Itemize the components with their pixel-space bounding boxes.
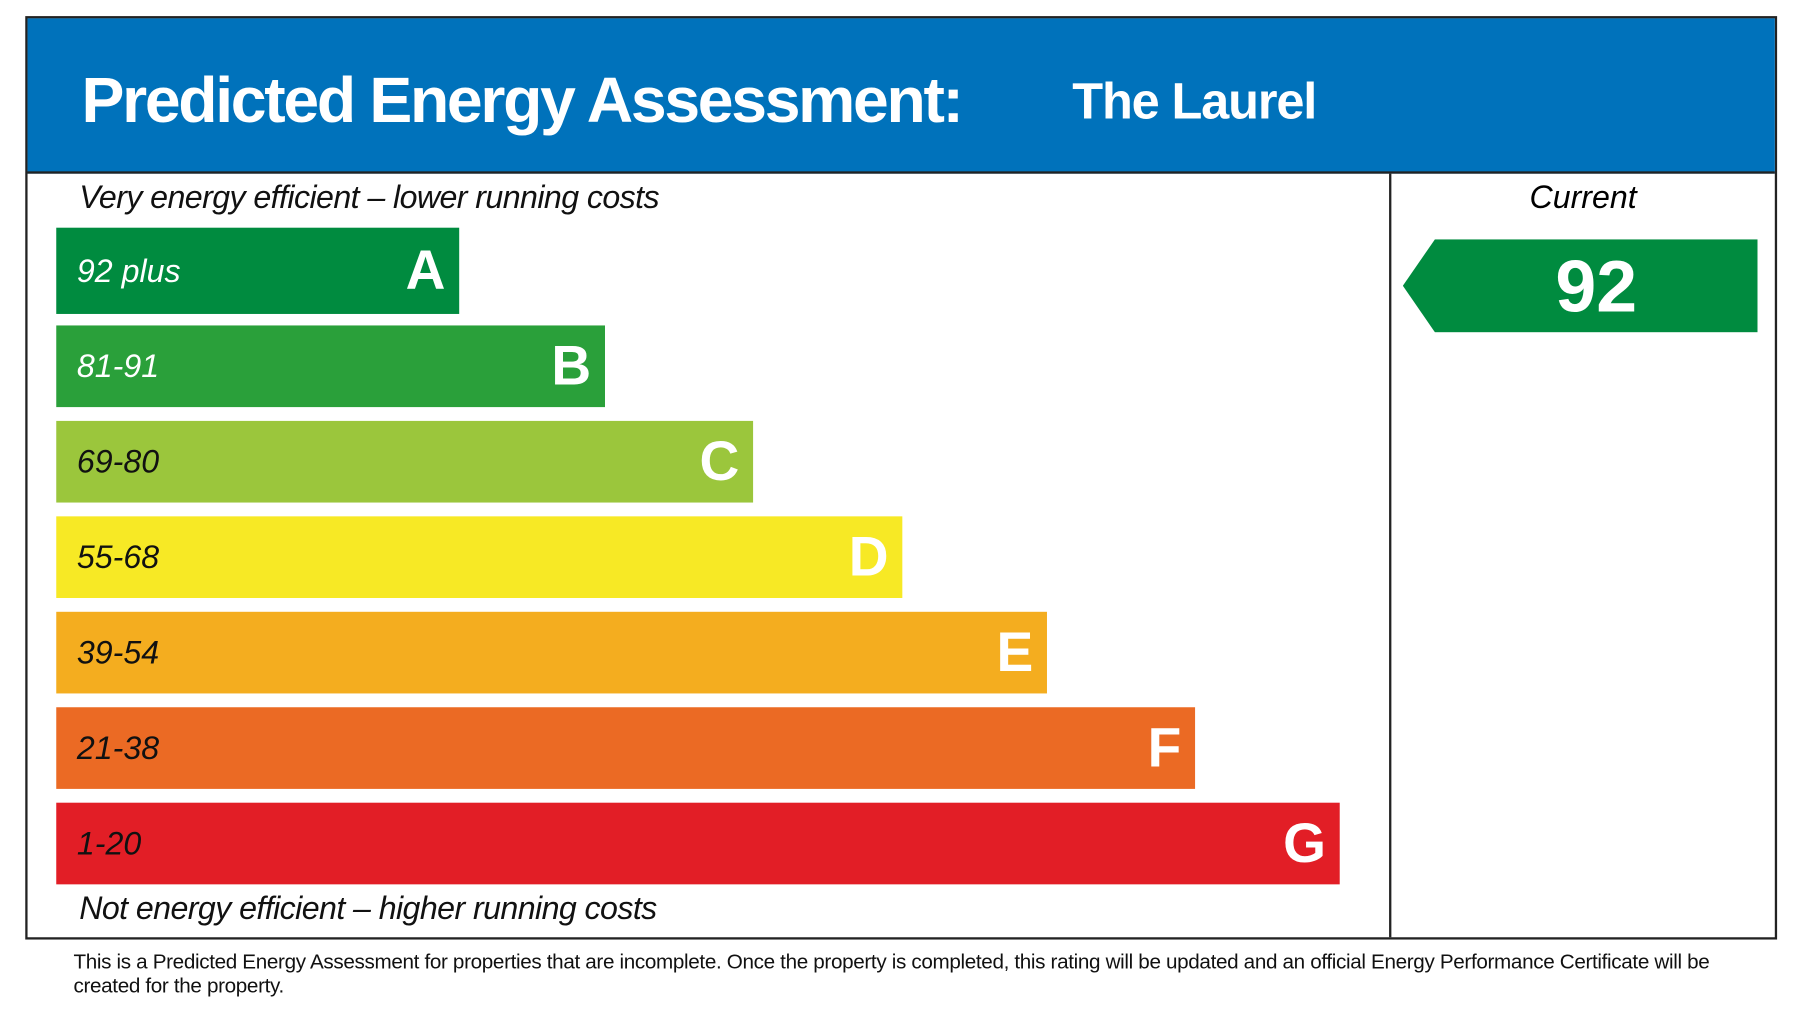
top-caption: Very energy efficient – lower running co… (79, 179, 660, 216)
band-c: 69-80 C (56, 420, 754, 503)
current-rating-arrow: 92 (1402, 239, 1758, 333)
band-range: 81-91 (76, 347, 160, 384)
current-label: Current (1529, 179, 1637, 216)
footer-note: This is a Predicted Energy Assessment fo… (73, 949, 1710, 998)
band-range: 55-68 (76, 538, 160, 575)
band-f: 21-38 F (56, 707, 1196, 789)
band-letter: D (848, 526, 889, 588)
band-range: 1-20 (76, 825, 142, 861)
band-letter: F (1147, 717, 1182, 779)
band-range: 69-80 (76, 443, 160, 479)
page-title: Predicted Energy Assessment: (81, 63, 964, 136)
current-rating-value: 92 (1555, 244, 1638, 328)
band-a: 92 plus A (56, 227, 460, 314)
band-letter: A (405, 240, 446, 302)
band-d: 55-68 D (56, 516, 903, 598)
bottom-caption: Not energy efficient – higher running co… (79, 890, 657, 926)
band-letter: B (551, 335, 592, 397)
header-banner: Predicted Energy Assessment: The Laurel (27, 18, 1775, 174)
band-letter: C (699, 431, 740, 493)
band-e: 39-54 E (56, 611, 1047, 694)
property-name: The Laurel (1072, 73, 1317, 130)
column-divider (1389, 173, 1392, 938)
band-letter: G (1283, 813, 1326, 874)
band-range: 21-38 (76, 729, 160, 766)
band-letter: E (996, 622, 1034, 684)
band-g: 1-20 G (56, 802, 1340, 885)
band-range: 39-54 (76, 634, 160, 670)
band-range: 92 plus (76, 252, 181, 289)
rating-frame: Predicted Energy Assessment: The Laurel … (25, 16, 1778, 940)
band-b: 81-91 B (56, 325, 605, 408)
